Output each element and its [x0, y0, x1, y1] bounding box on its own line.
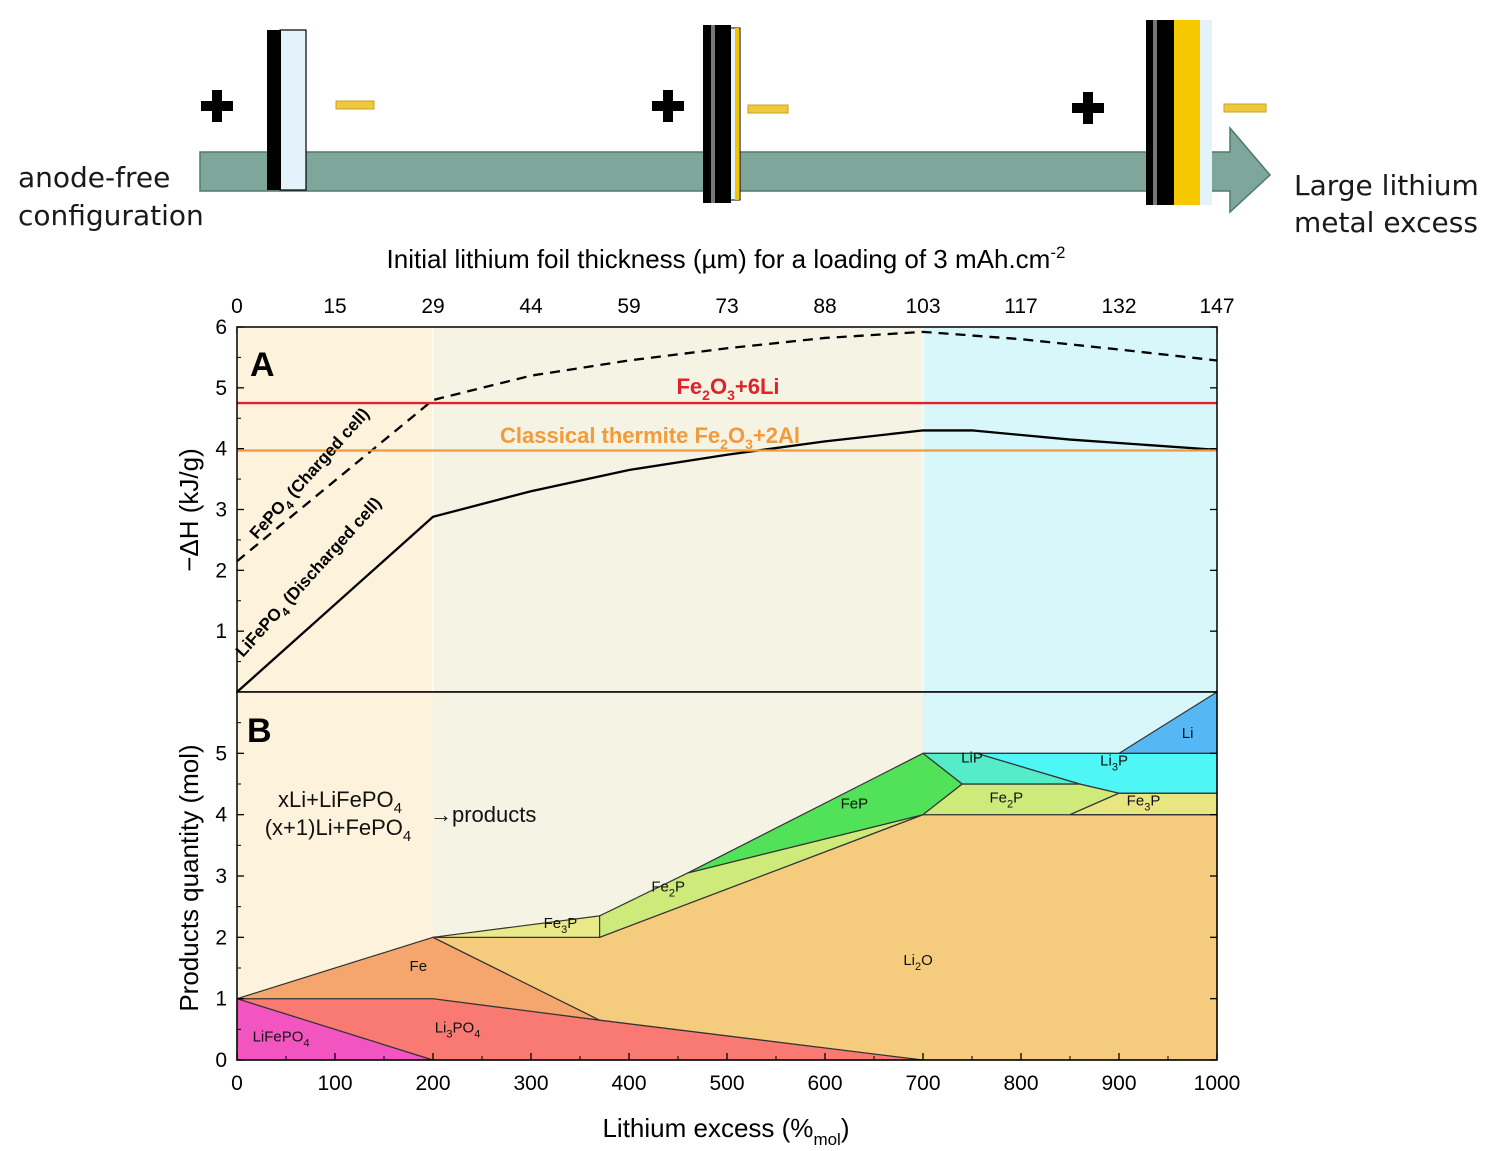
x-tick-label: 200 — [415, 1072, 450, 1095]
region-label: LiFePO4 — [253, 1029, 310, 1050]
schematic: anode-free configuration Large lithium m… — [18, 20, 1479, 239]
region-label: Fe3P — [544, 915, 578, 936]
panel-b-y-ticks: 0 1 2 3 4 5 — [215, 722, 1217, 1072]
right-label-line1: Large lithium — [1294, 169, 1479, 202]
y-tick-label: 4 — [215, 438, 227, 461]
x-tick-label: 400 — [611, 1072, 646, 1095]
panel-a-series — [236, 330, 1218, 693]
top-tick-label: 0 — [231, 295, 243, 318]
plus-icon — [652, 90, 684, 122]
y-tick-label: 3 — [215, 865, 227, 888]
top-tick-label: 103 — [905, 295, 940, 318]
top-tick-label: 15 — [323, 295, 346, 318]
cell-anode-free — [267, 29, 307, 191]
top-x-ticks: 0 15 29 44 59 73 88 103 117 132 147 — [231, 295, 1235, 334]
panel-a: 1 2 3 4 5 6 A −ΔH (kJ/g) Fe2O3+6Li Classical … — [174, 316, 1218, 693]
panel-a-region — [237, 327, 433, 692]
region-label: Fe — [410, 958, 428, 975]
top-tick-label: 88 — [813, 295, 836, 318]
x-tick-label: 300 — [513, 1072, 548, 1095]
y-tick-label: 6 — [215, 316, 227, 339]
region-label: Li — [1182, 725, 1194, 742]
region-label: Li2O — [903, 952, 932, 973]
y-tick-label: 4 — [215, 804, 227, 827]
panel-a-ylabel: −ΔH (kJ/g) — [174, 448, 204, 572]
x-tick-label: 0 — [231, 1072, 243, 1095]
left-label-line2: configuration — [18, 199, 204, 232]
region-label: LiP — [961, 750, 983, 767]
top-axis-title-sup: -2 — [1050, 243, 1065, 262]
panel-b-x-ticks: 0 100 200 300 400 500 600 700 800 900 1000 — [231, 1053, 1241, 1095]
top-axis-title: Initial lithium foil thickness (µm) for … — [387, 243, 1066, 274]
top-tick-label: 44 — [519, 295, 543, 318]
cell-medium-excess — [703, 25, 741, 203]
minus-icon — [335, 100, 375, 110]
y-tick-label: 2 — [215, 559, 227, 582]
panel-b-ylabel: Products quantity (mol) — [174, 744, 204, 1011]
panel-a-region — [433, 327, 923, 692]
panel-b-region-labels: LiFePO4 Li3PO4 Fe Li2O Fe3P Fe2P FeP LiP Fe2P Li3… — [253, 725, 1194, 1050]
region-label: Fe3P — [1127, 792, 1161, 813]
y-tick-label: 1 — [215, 988, 227, 1011]
region-label: Fe2P — [989, 789, 1023, 810]
panel-b-areas — [236, 691, 1218, 1061]
region-label: Li3PO4 — [435, 1019, 481, 1040]
right-label-line2: metal excess — [1294, 206, 1478, 239]
top-tick-label: 147 — [1199, 295, 1234, 318]
panel-a-regions — [237, 327, 1217, 692]
panel-b-xlabel: Lithium excess (%mol) — [602, 1113, 849, 1149]
x-tick-label: 800 — [1003, 1072, 1038, 1095]
reaction-arrow: →products — [430, 802, 536, 827]
plus-icon — [1072, 92, 1104, 124]
x-tick-label: 700 — [905, 1072, 940, 1095]
x-tick-label: 900 — [1101, 1072, 1136, 1095]
region-label: FeP — [841, 796, 869, 813]
region-label: Fe2P — [651, 878, 685, 899]
y-tick-label: 3 — [215, 499, 227, 522]
label-fe2o3-6li: Fe2O3+6Li — [676, 374, 779, 403]
top-tick-label: 132 — [1101, 295, 1136, 318]
x-tick-label: 100 — [317, 1072, 352, 1095]
top-tick-label: 73 — [715, 295, 738, 318]
x-tick-label: 600 — [807, 1072, 842, 1095]
plus-icon — [201, 90, 233, 122]
top-tick-label: 59 — [617, 295, 640, 318]
panel-a-region — [923, 327, 1217, 692]
panel-a-label: A — [250, 346, 275, 384]
label-classical-thermite: Classical thermite Fe2O3+2Al — [500, 423, 800, 452]
left-label-line1: anode-free — [18, 161, 170, 194]
y-tick-label: 5 — [215, 742, 227, 765]
minus-icon — [1223, 103, 1267, 113]
cell-large-excess — [1146, 20, 1212, 205]
top-axis-title-text: Initial lithium foil thickness (µm) for … — [387, 244, 1051, 274]
region-label: Li3P — [1100, 753, 1128, 774]
minus-symbols — [335, 100, 1267, 114]
plus-symbols — [201, 90, 1104, 124]
x-tick-label: 1000 — [1194, 1072, 1241, 1095]
y-tick-label: 5 — [215, 377, 227, 400]
y-tick-label: 2 — [215, 926, 227, 949]
top-tick-label: 117 — [1004, 295, 1037, 318]
panel-b-label: B — [247, 712, 272, 750]
y-tick-label: 0 — [215, 1049, 227, 1072]
minus-icon — [747, 104, 789, 114]
panel-a-y-ticks: 1 2 3 4 5 6 — [215, 316, 1217, 663]
series-line — [236, 429, 1218, 693]
y-tick-label: 1 — [215, 620, 227, 643]
top-tick-label: 29 — [421, 295, 444, 318]
x-tick-label: 500 — [709, 1072, 744, 1095]
series-line — [236, 330, 1218, 563]
